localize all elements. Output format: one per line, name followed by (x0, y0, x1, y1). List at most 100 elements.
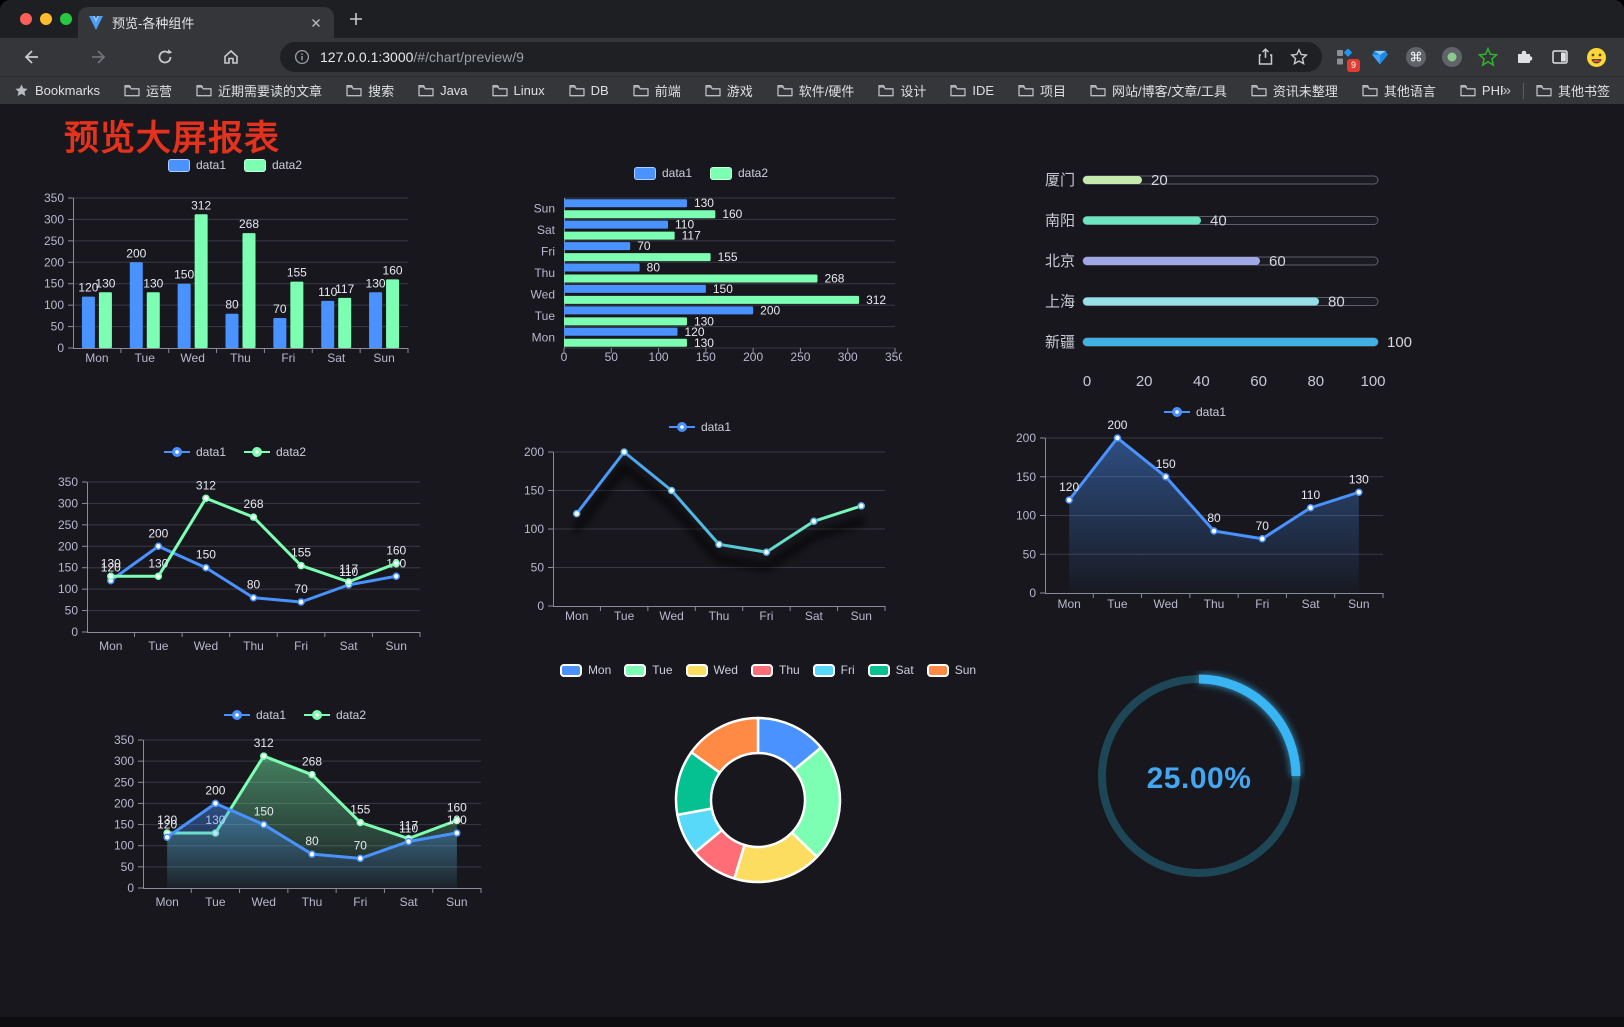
point-data1-Thu[interactable] (249, 593, 258, 602)
bookmark-star-icon[interactable] (1290, 48, 1308, 66)
point-data2-Thu[interactable] (249, 513, 258, 521)
bookmark-folder-项目[interactable]: 项目 (1018, 81, 1066, 100)
bookmark-folder-Linux[interactable]: Linux (491, 83, 545, 98)
bookmark-folder-近期需要读的文章[interactable]: 近期需要读的文章 (196, 81, 322, 100)
point-data2-Fri[interactable] (356, 818, 365, 827)
legend-item-data1[interactable]: data1 (163, 445, 226, 459)
legend-item-Mon[interactable]: Mon (559, 663, 611, 677)
legend-item-Sat[interactable]: Sat (867, 663, 914, 677)
point-data1-Fri[interactable] (356, 854, 365, 863)
menu-kebab-icon[interactable] (1620, 45, 1624, 69)
point-data2-Sun[interactable] (453, 816, 461, 825)
point-data1-Tue[interactable] (1113, 434, 1122, 442)
point-data1-Thu[interactable] (308, 850, 316, 858)
bookmark-folder-网站/博客/文章/工具[interactable]: 网站/博客/文章/工具 (1090, 81, 1227, 100)
point-data1-Mon[interactable] (163, 833, 171, 842)
bar-data1-Sun[interactable] (369, 292, 383, 348)
legend-item-Tue[interactable]: Tue (624, 663, 673, 677)
window-maximize-button[interactable] (60, 13, 72, 25)
bar-data1-Tue[interactable] (129, 262, 143, 348)
point-data1-Sun[interactable] (392, 572, 400, 581)
bar-data2-Sat[interactable] (338, 297, 352, 348)
bookmark-folder-DB[interactable]: DB (568, 83, 609, 98)
side-panel-icon[interactable] (1548, 45, 1572, 69)
point-data1-Wed[interactable] (259, 820, 268, 829)
home-button[interactable] (222, 48, 240, 66)
point-data1-Fri[interactable] (297, 598, 305, 606)
bar-data2-Sun[interactable] (564, 210, 716, 219)
emoji-extension-icon[interactable] (1584, 45, 1608, 69)
point-data2-Mon[interactable] (107, 572, 115, 581)
point-data2-Wed[interactable] (259, 752, 268, 760)
browser-tab[interactable]: 预览-各种组件 (78, 7, 334, 38)
legend-item-data1[interactable]: data1 (668, 420, 731, 434)
bar-data2-Tue[interactable] (146, 292, 160, 348)
bar-data1-Sat[interactable] (321, 300, 335, 348)
point-data1-Fri[interactable] (762, 548, 771, 556)
extension-command-icon[interactable]: ⌘ (1404, 45, 1428, 69)
bookmarks-overflow-chevron[interactable]: » (1502, 82, 1511, 99)
point-data2-Tue[interactable] (154, 572, 163, 581)
point-data1-Thu[interactable] (1210, 527, 1218, 535)
bookmark-folder-搜索[interactable]: 搜索 (346, 81, 394, 100)
extension-gem-icon[interactable] (1368, 45, 1392, 69)
legend-item-data1[interactable]: data1 (167, 158, 226, 172)
legend-item-data2[interactable]: data2 (244, 445, 306, 459)
point-data1-Mon[interactable] (572, 509, 581, 518)
point-data2-Thu[interactable] (308, 770, 316, 779)
bar-data2-Mon[interactable] (98, 292, 112, 348)
bar-data2-Sat[interactable] (564, 231, 675, 240)
bookmark-folder-IDE[interactable]: IDE (950, 83, 994, 98)
bar-data2-Tue[interactable] (564, 317, 687, 326)
progress-bar-北京[interactable] (1083, 257, 1260, 265)
legend-item-data2[interactable]: data2 (710, 166, 768, 180)
bar-data1-Thu[interactable] (564, 263, 640, 272)
point-data1-Sun[interactable] (1355, 488, 1363, 496)
legend-item-data2[interactable]: data2 (244, 158, 302, 172)
legend-item-data1[interactable]: data1 (223, 708, 286, 722)
bookmark-folder-PHP[interactable]: PHP (1460, 83, 1503, 98)
bar-data1-Fri[interactable] (564, 242, 631, 251)
legend-item-data1[interactable]: data1 (1163, 405, 1226, 419)
bar-data2-Wed[interactable] (194, 214, 208, 348)
window-minimize-button[interactable] (40, 13, 52, 25)
point-data1-Fri[interactable] (1258, 535, 1267, 543)
bar-data1-Sat[interactable] (564, 220, 669, 229)
bar-data2-Fri[interactable] (290, 281, 304, 348)
point-data1-Tue[interactable] (154, 542, 163, 551)
bar-data1-Mon[interactable] (81, 296, 95, 348)
bookmark-folder-游戏[interactable]: 游戏 (705, 81, 753, 100)
point-data1-Thu[interactable] (715, 540, 723, 549)
point-data1-Wed[interactable] (202, 563, 210, 572)
bar-data1-Sun[interactable] (564, 199, 687, 208)
legend-item-Wed[interactable]: Wed (685, 663, 738, 677)
point-data1-Mon[interactable] (1065, 496, 1073, 504)
progress-bar-厦门[interactable] (1083, 176, 1142, 184)
bookmark-folder-前端[interactable]: 前端 (633, 81, 681, 100)
bookmark-folder-软件/硬件[interactable]: 软件/硬件 (777, 81, 854, 100)
bar-data2-Mon[interactable] (564, 338, 687, 347)
url-bar[interactable]: 127.0.0.1:3000/#/chart/preview/9 (280, 42, 1322, 72)
bookmark-folder-其他语言[interactable]: 其他语言 (1362, 81, 1436, 100)
progress-bar-上海[interactable] (1083, 297, 1319, 306)
bar-data1-Wed[interactable] (177, 283, 191, 348)
bookmark-folder-运营[interactable]: 运营 (124, 81, 172, 100)
bookmark-folder-设计[interactable]: 设计 (878, 81, 926, 100)
extension-grid-icon[interactable]: 9 (1332, 45, 1360, 72)
bar-data1-Mon[interactable] (564, 327, 678, 336)
point-data1-Sat[interactable] (810, 517, 818, 526)
bookmarks-manager-item[interactable]: Bookmarks (14, 83, 100, 98)
point-data2-Fri[interactable] (297, 561, 305, 570)
point-data2-Sun[interactable] (392, 559, 400, 568)
reload-button[interactable] (156, 48, 174, 66)
point-data1-Tue[interactable] (211, 799, 220, 808)
extensions-puzzle-icon[interactable] (1512, 45, 1536, 69)
point-data2-Sat[interactable] (344, 578, 353, 586)
tab-close-icon[interactable] (308, 15, 324, 31)
point-data1-Wed[interactable] (1161, 473, 1170, 481)
bar-data2-Fri[interactable] (564, 253, 711, 262)
back-button[interactable] (22, 48, 40, 66)
pie-slice-Sun[interactable] (690, 716, 760, 774)
progress-bar-新疆[interactable] (1083, 338, 1378, 346)
bar-data1-Thu[interactable] (225, 313, 239, 348)
